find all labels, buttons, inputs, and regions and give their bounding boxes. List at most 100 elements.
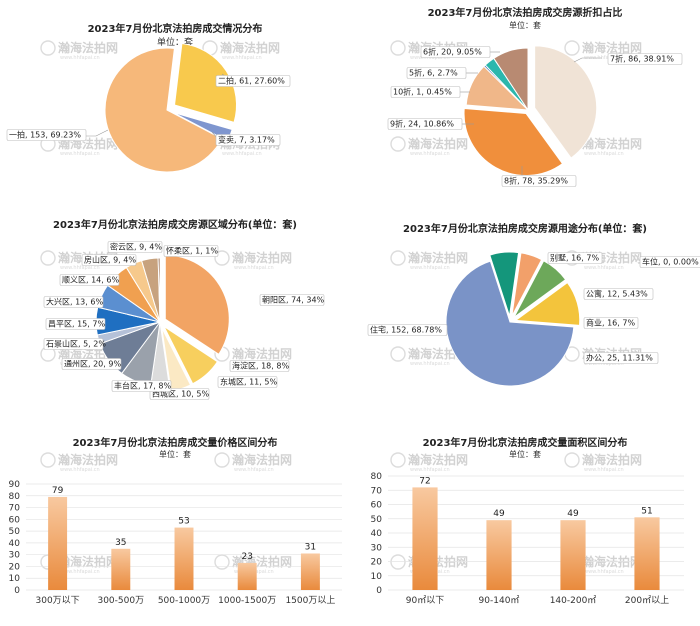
svg-text:大兴区, 13, 6%: 大兴区, 13, 6% [46,297,103,307]
x-tick-label: 1500万以上 [285,595,335,606]
svg-text:瀚海法拍网: 瀚海法拍网 [582,136,642,151]
svg-text:www.hhfapai.cn: www.hhfapai.cn [60,151,100,157]
svg-text:www.hhfapai.cn: www.hhfapai.cn [410,55,450,61]
svg-text:9折, 24, 10.86%: 9折, 24, 10.86% [390,119,454,129]
svg-text:瀚海法拍网: 瀚海法拍网 [232,250,292,265]
chart-title: 2023年7月份北京法拍房成交房源区域分布(单位：套) [53,218,297,231]
svg-text:变卖, 7, 3.17%: 变卖, 7, 3.17% [218,135,275,145]
chart-title: 2023年7月份北京法拍房成交房源用途分布(单位：套) [403,222,647,235]
svg-text:www.hhfapai.cn: www.hhfapai.cn [584,55,624,61]
x-tick-label: 140-200㎡ [550,595,597,606]
svg-text:昌平区, 15, 7%: 昌平区, 15, 7% [48,320,105,329]
y-tick-label: 0 [14,586,20,596]
pie-label-district-6: 石景山区, 5, 2% [43,338,106,350]
svg-text:瀚海法拍网: 瀚海法拍网 [408,136,468,151]
y-tick-label: 10 [371,572,383,582]
y-tick-label: 30 [9,551,21,561]
svg-text:8折, 78, 35.29%: 8折, 78, 35.29% [504,176,568,186]
svg-text:丰台区, 17, 8%: 丰台区, 17, 8% [114,381,171,391]
svg-text:瀚海法拍网: 瀚海法拍网 [582,40,642,55]
bar-value-label: 49 [567,509,579,519]
svg-text:www.hhfapai.cn: www.hhfapai.cn [584,467,624,473]
svg-text:怀柔区, 1, 1%: 怀柔区, 1, 1% [166,246,218,256]
pie-label-district-12: 怀柔区, 1, 1% [163,245,218,257]
pie-label-district-11: 密云区, 9, 4% [107,241,162,253]
district-pie-panel: 瀚海法拍网www.hhfapai.cn瀚海法拍网www.hhfapai.cn瀚海… [0,210,350,420]
svg-text:瀚海法拍网: 瀚海法拍网 [232,346,292,361]
svg-text:瀚海法拍网: 瀚海法拍网 [408,452,468,467]
chart-title: 2023年7月份北京法拍房成交情况分布 [88,22,263,35]
bar-4 [300,553,320,590]
pie-label-district-2: 东城区, 11, 5% [217,376,277,388]
pie-slice-status-1 [173,42,237,124]
chart-subtitle: 单位：套 [159,449,191,459]
pie-label-9zhe: 9折, 24, 10.86% [387,118,463,130]
bar-2 [560,520,586,590]
svg-text:通州区, 20, 9%: 通州区, 20, 9% [64,359,121,369]
y-tick-label: 70 [9,504,21,514]
svg-text:www.hhfapai.cn: www.hhfapai.cn [60,569,100,575]
svg-text:住宅, 152, 68.78%: 住宅, 152, 68.78% [370,325,442,335]
pie-label-biammai: 变卖, 7, 3.17% [215,134,281,146]
x-tick-label: 300-500万 [97,596,144,606]
svg-text:房山区, 9, 4%: 房山区, 9, 4% [84,255,136,265]
y-tick-label: 40 [371,529,383,539]
chart-subtitle: 单位：套 [509,449,541,459]
svg-text:顺义区, 14, 6%: 顺义区, 14, 6% [62,276,119,285]
leader-line [86,129,109,137]
svg-text:西城区, 10, 5%: 西城区, 10, 5% [152,390,209,399]
svg-text:www.hhfapai.cn: www.hhfapai.cn [584,265,624,271]
bar-3 [237,562,257,590]
pie-label-shangye: 商业, 16, 7% [583,317,639,329]
svg-text:瀚海法拍网: 瀚海法拍网 [582,452,642,467]
y-tick-label: 50 [9,527,21,537]
discount-pie-panel: 瀚海法拍网www.hhfapai.cn瀚海法拍网www.hhfapai.cn瀚海… [350,0,700,210]
svg-text:公寓, 12, 5.43%: 公寓, 12, 5.43% [586,289,648,299]
chart-title: 2023年7月份北京法拍房成交房源折扣占比 [428,6,623,19]
pie-label-yipai: 一拍, 153, 69.23% [6,129,87,141]
svg-text:别墅, 16, 7%: 别墅, 16, 7% [550,253,599,263]
pie-label-7zhe: 7折, 86, 38.91% [607,53,683,65]
y-tick-label: 60 [371,501,383,511]
pie-slice-district-1 [162,325,219,385]
pie-slice-usage-4 [489,251,520,317]
svg-text:www.hhfapai.cn: www.hhfapai.cn [234,265,274,271]
bar-3 [634,517,660,590]
price-range-bar-panel: 瀚海法拍网 www.hhfapai.cn 瀚海法拍网 www.hhfapai.cn 瀚海… [0,420,350,626]
svg-text:www.hhfapai.cn: www.hhfapai.cn [410,361,450,367]
y-tick-label: 50 [371,515,383,525]
bar-value-label: 49 [493,509,505,519]
usage-pie-panel: 瀚海法拍网 www.hhfapai.cn 瀚海法拍网 www.hhfapai.cn 瀚海… [350,210,700,420]
svg-text:朝阳区, 74, 34%: 朝阳区, 74, 34% [262,296,325,305]
leader-line [573,57,602,63]
pie-label-erpai: 二拍, 61, 27.60% [215,75,291,87]
svg-text:瀚海法拍网: 瀚海法拍网 [408,250,468,265]
chart-subtitle: 单位：套 [509,20,541,30]
svg-text:商业, 16, 7%: 商业, 16, 7% [586,318,635,328]
pie-label-district-1: 海淀区, 18, 8% [229,360,289,372]
bar-value-label: 51 [641,506,652,516]
pie-label-6zhe: 6折, 20, 9.05% [420,46,491,58]
svg-text:10折, 1, 0.45%: 10折, 1, 0.45% [393,87,452,97]
pie-label-8zhe: 8折, 78, 35.29% [501,175,577,187]
svg-text:www.hhfapai.cn: www.hhfapai.cn [584,361,624,367]
chart-title: 2023年7月份北京法拍房成交量价格区间分布 [73,436,278,449]
svg-text:www.hhfapai.cn: www.hhfapai.cn [222,55,262,61]
x-tick-label: 90㎡以下 [406,595,444,606]
pie-slice-usage-0 [445,260,575,387]
y-tick-label: 30 [371,543,383,553]
y-tick-label: 40 [9,539,21,549]
y-tick-label: 80 [9,492,21,502]
pie-label-district-9: 顺义区, 14, 6% [59,274,119,286]
svg-text:瀚海法拍网: 瀚海法拍网 [58,554,118,569]
svg-text:www.hhfapai.cn: www.hhfapai.cn [584,569,624,575]
x-tick-label: 90-140㎡ [479,595,520,606]
pie-label-bangong: 办公, 25, 11.31% [583,352,659,364]
